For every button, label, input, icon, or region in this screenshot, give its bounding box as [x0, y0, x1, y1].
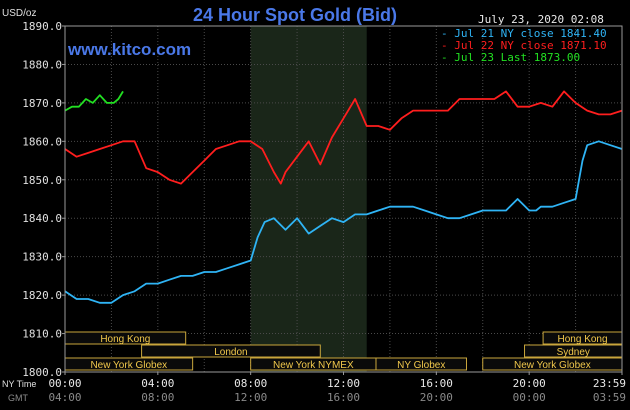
- y-tick-label: 1850.0: [22, 174, 62, 187]
- legend-entry: - Jul 22 NY close 1871.10: [441, 39, 607, 52]
- y-tick-label: 1870.0: [22, 97, 62, 110]
- session-bars: Hong Kong London New York Globex New York N…: [64, 331, 623, 371]
- session-bar: [375, 357, 468, 371]
- y-tick-label: 1800.0: [22, 366, 62, 379]
- x-tick-label-gmt: 00:00: [513, 391, 546, 404]
- x-tick-label-ny: 08:00: [234, 377, 267, 390]
- y-unit-label: USD/oz: [2, 8, 36, 19]
- x-tick-label-ny: 12:00: [327, 377, 360, 390]
- y-axis: 1890.0 1880.0 1870.0 1860.0 1850.0 1840.0 1830…: [22, 20, 65, 379]
- legend-entry: - Jul 23 Last 1873.00: [441, 51, 580, 64]
- series-line: [64, 90, 124, 112]
- y-tick-label: 1860.0: [22, 135, 62, 148]
- session-label: New York Globex: [514, 360, 591, 371]
- website-label: www.kitco.com: [67, 40, 191, 59]
- x-tick-label-ny: 00:00: [48, 377, 81, 390]
- x-tick-label-ny: 04:00: [141, 377, 174, 390]
- x-row-label-gmt: GMT: [8, 393, 28, 403]
- y-tick-label: 1820.0: [22, 289, 62, 302]
- legend-entry: - Jul 21 NY close 1841.40: [441, 27, 607, 40]
- session-label: Hong Kong: [558, 334, 608, 345]
- x-tick-label-gmt: 12:00: [234, 391, 267, 404]
- series-line: [64, 140, 623, 304]
- x-tick-label-ny: 23:59: [593, 377, 626, 390]
- date-stamp: July 23, 2020 02:08: [478, 13, 604, 26]
- x-tick-label-gmt: 16:00: [327, 391, 360, 404]
- x-tick-label-gmt: 03:59: [593, 391, 626, 404]
- session-label: Sydney: [557, 347, 590, 358]
- y-tick-label: 1830.0: [22, 251, 62, 264]
- legend: - Jul 21 NY close 1841.40- Jul 22 NY clo…: [441, 27, 607, 64]
- session-label: New York NYMEX: [273, 360, 354, 371]
- y-tick-label: 1880.0: [22, 58, 62, 71]
- y-tick-label: 1840.0: [22, 212, 62, 225]
- x-tick-label-ny: 16:00: [420, 377, 453, 390]
- session-label: Hong Kong: [100, 334, 150, 345]
- x-tick-label-ny: 20:00: [513, 377, 546, 390]
- grid-lines: [64, 25, 623, 373]
- session-label: NY Globex: [397, 360, 445, 371]
- session-label: New York Globex: [90, 360, 167, 371]
- y-tick-label: 1810.0: [22, 328, 62, 341]
- chart-title: 24 Hour Spot Gold (Bid): [193, 5, 397, 25]
- series-lines: [64, 90, 623, 304]
- x-axis: 00:0004:0004:0008:0008:0012:0012:0016:00…: [2, 372, 626, 404]
- x-tick-label-gmt: 08:00: [141, 391, 174, 404]
- x-tick-label-gmt: 20:00: [420, 391, 453, 404]
- x-tick-label-gmt: 04:00: [48, 391, 81, 404]
- y-tick-label: 1890.0: [22, 20, 62, 33]
- shaded-session-band: [250, 26, 367, 372]
- session-bar: [141, 344, 321, 358]
- x-row-label-ny: NY Time: [2, 379, 36, 389]
- series-line: [64, 90, 623, 185]
- session-label: London: [214, 347, 247, 358]
